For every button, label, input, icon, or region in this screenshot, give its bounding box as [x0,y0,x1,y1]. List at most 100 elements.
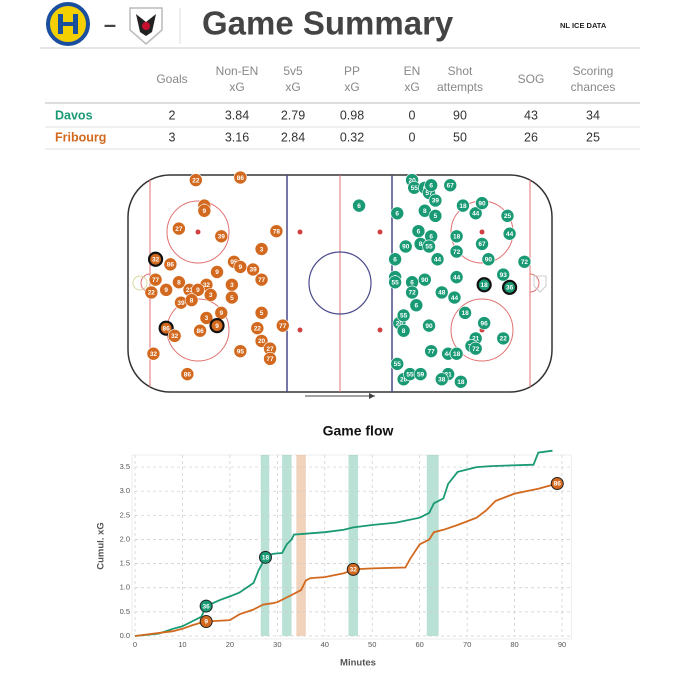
shot-label: 39 [218,233,226,240]
shot [390,206,405,221]
shot-label: 3 [209,292,213,299]
goal-shot [147,251,164,267]
shot-label: 9 [219,310,223,317]
table-cell: 26 [524,130,538,144]
shot-label: 95 [237,348,245,355]
table-cell: 2 [169,108,176,122]
shot-label: 27 [266,346,274,353]
goal-label: 86 [554,481,562,488]
x-tick-label: 0 [133,640,137,649]
power-play-band [260,455,270,636]
shot [475,237,489,251]
shot-label: 32 [171,333,179,340]
shot [430,252,445,267]
shot-label: 90 [485,256,493,263]
shot-label: 21 [445,371,453,378]
shot-label: 9 [196,287,200,294]
goal-label: 36 [203,603,211,610]
y-tick-label: 0.0 [120,631,130,640]
shot-label: 59 [417,371,425,378]
shot-label: 55 [425,244,433,251]
x-axis-label: Minutes [340,658,376,669]
shot [496,267,511,282]
shot-label: 20 [408,177,416,184]
y-tick-label: 3.0 [120,486,130,495]
column-header: Goals [156,72,187,86]
x-tick-label: 30 [273,640,281,649]
shot-label: 78 [273,228,281,235]
shot-label: 67 [447,182,455,189]
shot [481,252,496,267]
shot [468,206,483,221]
shot-label: 55 [392,279,400,286]
shot-label: 3 [205,315,209,322]
shot-map: 2055657667398566184425906618449085572679… [144,170,532,389]
shot-label: 5 [260,310,264,317]
goal-label: 32 [350,567,358,574]
shot-label: 32 [152,256,160,263]
shot [496,331,511,346]
table-cell: 2.84 [281,130,305,144]
goal-label: 18 [262,555,270,562]
y-tick-label: 0.5 [120,607,130,616]
shot [428,209,443,223]
xg-line [134,449,553,637]
shot [159,283,173,297]
shot [189,173,203,187]
shot-label: 18 [461,310,469,317]
shot [468,341,483,356]
shot-label: 44 [506,231,514,238]
fribourg-logo [129,7,163,45]
shot-label: 18 [453,233,461,240]
shot [449,346,464,361]
goal-marker [199,615,213,629]
xg-line [134,482,558,637]
table-cell: 0.32 [340,130,364,144]
shot-label: 90 [478,200,486,207]
column-header: EN xG [404,64,421,94]
shot [443,178,458,193]
table-cell: 0 [409,130,416,144]
shot [447,290,462,305]
shot [409,298,424,313]
shot [275,318,290,333]
shot [254,306,269,320]
shot-label: 77 [258,277,266,284]
team-name: Davos [55,108,93,122]
table-cell: 43 [524,108,538,122]
shot-label: 6 [429,182,433,189]
shot-label: 22 [500,336,508,343]
shot [422,239,436,254]
table-cell: 50 [453,130,467,144]
y-tick-label: 3.5 [120,462,130,471]
table-cell: 2.79 [281,108,305,122]
shot [193,323,207,338]
shot [434,285,449,300]
table-cell: 0.98 [340,108,364,122]
column-header: Non-EN xG [216,64,259,94]
shot-label: 22 [192,177,200,184]
goal-marker [346,562,360,576]
shot [424,344,438,358]
shot [199,311,214,325]
shot [405,285,419,300]
shot [396,323,411,338]
shot [146,346,161,361]
shot-label: 5 [230,295,234,302]
shot [167,329,182,343]
shot-label: 39 [249,267,257,274]
shot-label: 3 [230,282,234,289]
table-cell: 3 [169,130,176,144]
shot-label: 9 [215,323,219,330]
shot [184,293,199,307]
shot [225,290,239,305]
header-separator: – [104,12,116,37]
shot-label: 95 [230,259,238,266]
shot [388,275,402,290]
column-header: 5v5 xG [283,64,303,94]
shot [449,270,464,284]
x-tick-label: 20 [226,640,234,649]
shot-label: 6 [393,256,397,263]
shot-label: 44 [472,211,480,218]
